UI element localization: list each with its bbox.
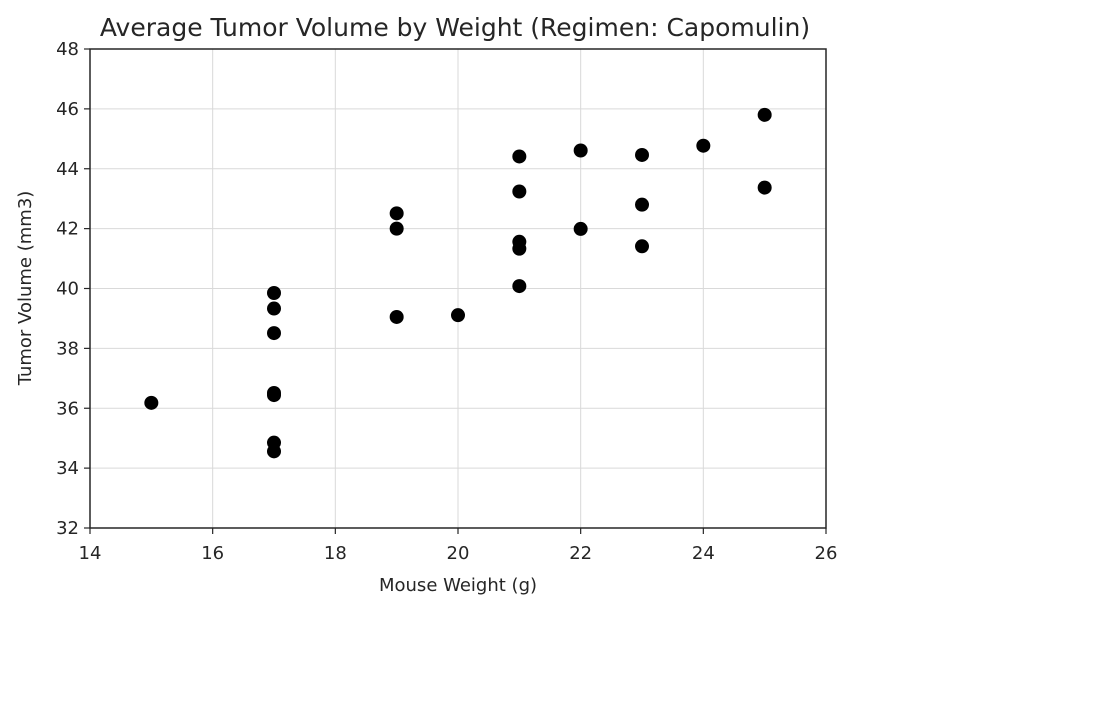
y-tick-label: 36 <box>56 398 79 419</box>
y-tick-label: 34 <box>56 458 79 479</box>
data-point <box>635 197 649 212</box>
data-point <box>757 180 772 195</box>
x-axis-label: Mouse Weight (g) <box>379 575 537 596</box>
x-tick-label: 20 <box>447 543 470 564</box>
data-point <box>635 147 649 162</box>
y-axis: 32 34 36 38 40 42 44 46 48 <box>56 39 90 539</box>
data-point <box>144 395 159 410</box>
data-point <box>267 285 281 300</box>
data-point <box>389 206 404 221</box>
x-tick-label: 14 <box>79 543 102 564</box>
y-tick-label: 44 <box>56 159 79 180</box>
grid-lines <box>89 48 827 529</box>
x-axis: 14 16 18 20 22 24 26 <box>79 528 838 564</box>
x-tick-label: 22 <box>569 543 592 564</box>
y-tick-label: 48 <box>56 39 79 60</box>
data-point <box>512 279 527 294</box>
y-tick-label: 42 <box>56 219 79 240</box>
data-point <box>389 309 404 324</box>
x-tick-label: 18 <box>324 543 347 564</box>
data-point <box>512 184 527 199</box>
data-point <box>389 221 404 236</box>
data-point <box>451 308 465 323</box>
x-tick-label: 26 <box>815 543 838 564</box>
data-point <box>573 221 588 236</box>
chart-title: Average Tumor Volume by Weight (Regimen:… <box>100 13 810 42</box>
y-tick-label: 32 <box>56 518 79 539</box>
y-tick-label: 38 <box>56 338 79 359</box>
y-tick-label: 46 <box>56 99 79 120</box>
data-point <box>635 239 649 254</box>
data-point <box>512 149 527 164</box>
data-point <box>573 143 588 158</box>
data-point <box>757 107 772 122</box>
y-tick-label: 40 <box>56 279 79 300</box>
data-point <box>267 444 281 459</box>
data-points <box>144 107 772 459</box>
x-tick-label: 16 <box>201 543 224 564</box>
data-point <box>696 138 711 153</box>
data-point <box>267 326 281 341</box>
data-point <box>512 241 527 256</box>
data-point <box>267 301 281 316</box>
y-axis-label: Tumor Volume (mm3) <box>15 191 36 387</box>
x-tick-label: 24 <box>692 543 715 564</box>
data-point <box>267 388 281 403</box>
